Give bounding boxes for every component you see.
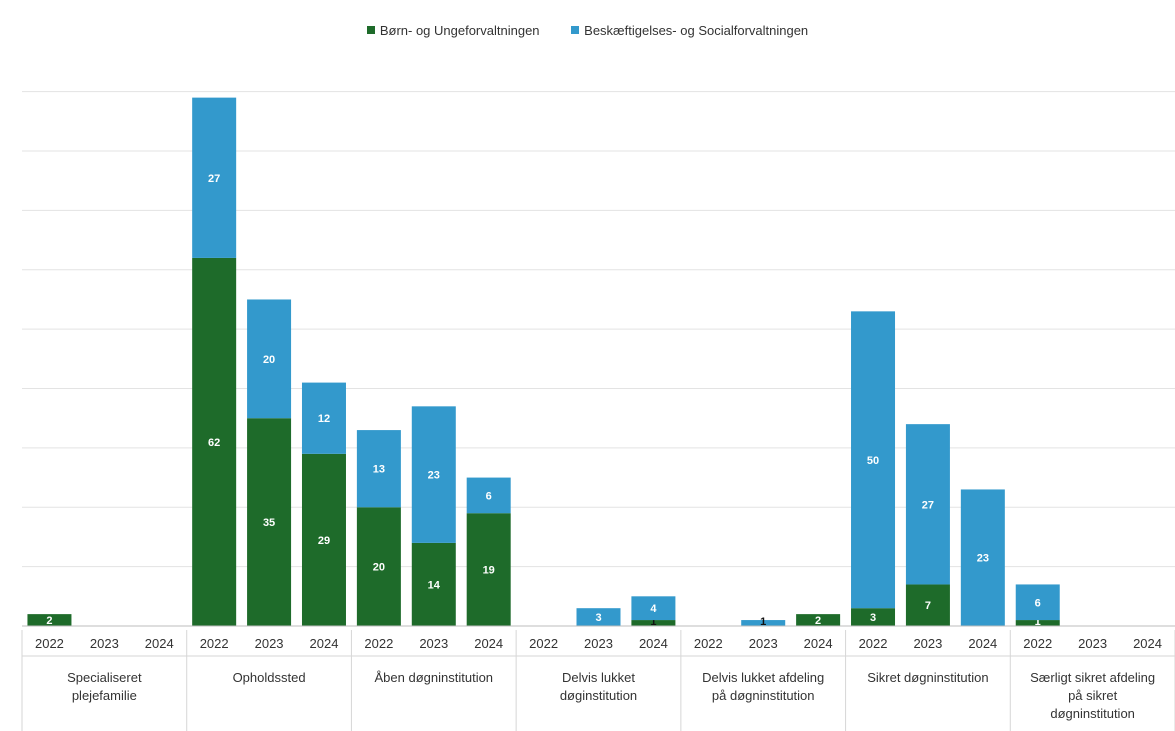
legend-swatch-bs [571,26,580,34]
bar-segment [27,614,72,626]
data-label: 1 [760,616,766,628]
bar-segment [631,596,676,621]
year-tick-label: 2023 [419,636,448,651]
data-label: 29 [318,535,330,547]
data-label: 2 [815,615,821,627]
bar-segment [1015,584,1060,621]
year-tick-label: 2023 [90,636,119,651]
bar-segment [356,507,401,626]
year-tick-label: 2023 [1078,636,1107,651]
category-label: Særligt sikret afdeling [1030,670,1155,685]
data-label: 7 [925,600,931,612]
category-label: på døgninstitution [712,688,815,703]
year-tick-label: 2022 [859,636,888,651]
category-label: på sikret [1068,688,1118,703]
data-label: 35 [263,517,275,529]
bar-segment [411,542,456,626]
category-label: Opholdssted [233,670,306,685]
bar-segment [851,608,896,626]
bar-segment [247,418,292,626]
year-tick-label: 2024 [145,636,174,651]
data-label: 12 [318,413,330,425]
data-label: 50 [867,455,879,467]
year-tick-label: 2022 [364,636,393,651]
bar-segment [796,614,841,626]
legend-label-bs: Beskæftigelses- og Socialforvaltningen [584,22,809,38]
bar-segment [192,257,237,626]
bar-segment [411,406,456,543]
data-label: 20 [373,562,385,574]
legend-item-bs: Beskæftigelses- og Socialforvaltningen [571,23,808,38]
bar-segment [1015,620,1060,626]
year-tick-label: 2024 [310,636,339,651]
year-tick-label: 2022 [694,636,723,651]
data-label: 2 [46,615,52,627]
bar-segment [631,620,676,626]
year-tick-label: 2023 [749,636,778,651]
data-label: 27 [922,499,934,511]
data-label: 23 [977,553,989,565]
year-tick-label: 2022 [200,636,229,651]
legend: Børn- og Ungeforvaltningen Beskæftigelse… [0,22,1175,38]
bar-segment [466,513,511,626]
data-label: 14 [428,579,441,591]
bar-segment [851,311,896,609]
year-tick-label: 2024 [968,636,997,651]
year-tick-label: 2024 [804,636,833,651]
data-label: 20 [263,354,275,366]
year-tick-label: 2022 [35,636,64,651]
data-label: 6 [1035,597,1041,609]
category-label: døgninstitution [1050,706,1135,721]
data-label: 3 [595,612,601,624]
data-label: 27 [208,173,220,185]
data-label: 6 [486,490,492,502]
bar-segment [247,299,292,419]
year-tick-label: 2024 [474,636,503,651]
category-label: plejefamilie [72,688,137,703]
year-tick-label: 2024 [639,636,668,651]
category-label: Delvis lukket afdeling [702,670,824,685]
category-label: Åben døgninstitution [375,670,494,685]
data-label: 1 [1035,616,1041,628]
bar-segment [960,489,1005,626]
bar-segment [576,608,621,626]
year-tick-label: 2022 [1023,636,1052,651]
data-label: 62 [208,437,220,449]
data-label: 23 [428,470,440,482]
bar-segment [301,382,346,454]
year-tick-label: 2023 [584,636,613,651]
bar-segment [356,430,401,508]
legend-item-bu: Børn- og Ungeforvaltningen [366,22,540,38]
bar-segment [741,620,786,626]
year-tick-label: 2024 [1133,636,1162,651]
bar-segment [192,97,237,258]
legend-label-bu: Børn- og Ungeforvaltningen [379,22,540,38]
data-label: 3 [870,612,876,624]
bar-segment [301,453,346,626]
category-label: døginstitution [560,688,637,703]
bar-segment [905,584,950,626]
data-label: 1 [650,616,656,628]
year-tick-label: 2022 [529,636,558,651]
category-label: Delvis lukket [562,670,635,685]
bar-segment [905,424,950,585]
data-label: 19 [483,565,495,577]
legend-swatch-bu [366,26,375,34]
data-label: 4 [650,603,657,615]
year-tick-label: 2023 [255,636,284,651]
year-tick-label: 2023 [913,636,942,651]
bar-segment [466,477,511,514]
category-label: Specialiseret [67,670,142,685]
data-label: 13 [373,464,385,476]
category-label: Sikret døgninstitution [867,670,988,685]
